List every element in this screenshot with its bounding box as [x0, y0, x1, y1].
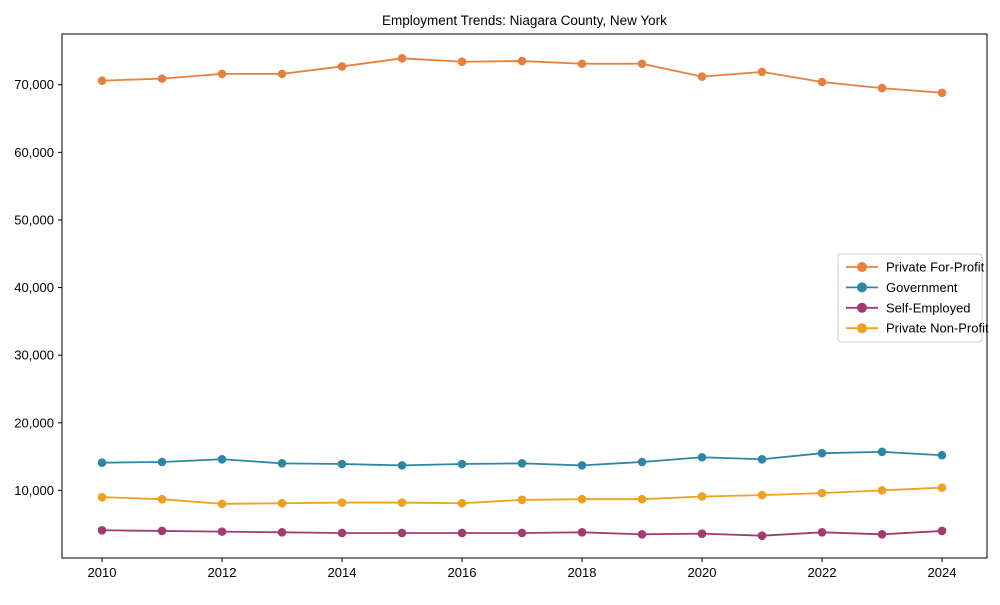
- y-tick-label: 40,000: [14, 280, 54, 295]
- data-point-self-employed: [277, 528, 287, 537]
- legend-label: Private For-Profit: [886, 260, 985, 275]
- data-point-private-non-profit: [757, 490, 767, 500]
- data-point-government: [697, 452, 707, 462]
- data-point-government: [757, 454, 767, 464]
- legend-marker: [857, 323, 867, 334]
- data-point-government: [817, 448, 827, 458]
- legend-marker: [857, 282, 867, 293]
- legend-label: Government: [886, 280, 958, 295]
- data-point-private-non-profit: [97, 492, 107, 502]
- data-point-private-non-profit: [577, 494, 587, 504]
- data-point-self-employed: [637, 530, 647, 539]
- chart-title: Employment Trends: Niagara County, New Y…: [382, 13, 667, 28]
- x-tick-label: 2016: [448, 565, 477, 580]
- x-tick-label: 2014: [328, 565, 357, 580]
- x-tick-label: 2012: [208, 565, 237, 580]
- data-point-private-non-profit: [877, 486, 887, 495]
- data-point-private-non-profit: [217, 499, 227, 509]
- data-point-self-employed: [757, 531, 767, 540]
- data-point-government: [937, 450, 947, 460]
- legend-marker: [857, 302, 867, 313]
- data-point-private-non-profit: [157, 494, 167, 504]
- y-tick-label: 60,000: [14, 145, 54, 160]
- data-point-private-for-profit: [277, 69, 287, 79]
- y-tick-label: 20,000: [14, 415, 54, 430]
- data-point-private-non-profit: [517, 495, 527, 505]
- data-point-private-for-profit: [97, 76, 107, 85]
- data-point-self-employed: [817, 528, 827, 537]
- y-tick-label: 70,000: [14, 77, 54, 92]
- data-point-private-non-profit: [697, 492, 707, 501]
- data-point-private-non-profit: [397, 498, 407, 507]
- data-point-government: [877, 447, 887, 457]
- data-point-government: [277, 459, 287, 468]
- data-point-self-employed: [217, 527, 227, 536]
- x-tick-label: 2018: [568, 565, 597, 580]
- data-point-self-employed: [577, 528, 587, 537]
- data-point-private-for-profit: [457, 57, 467, 67]
- data-point-self-employed: [697, 529, 707, 538]
- data-point-private-for-profit: [757, 67, 767, 77]
- data-point-government: [157, 457, 167, 467]
- data-point-government: [457, 459, 467, 469]
- x-tick-label: 2010: [88, 565, 117, 580]
- data-point-private-non-profit: [457, 498, 467, 508]
- data-point-self-employed: [517, 528, 527, 538]
- data-point-private-non-profit: [937, 483, 947, 492]
- data-point-private-non-profit: [817, 488, 827, 498]
- data-point-private-for-profit: [517, 56, 527, 66]
- data-point-private-for-profit: [157, 74, 167, 83]
- y-tick-label: 50,000: [14, 212, 54, 227]
- data-point-government: [97, 458, 107, 467]
- legend-label: Self-Employed: [886, 300, 971, 315]
- data-point-government: [517, 459, 527, 468]
- data-point-government: [397, 461, 407, 470]
- data-point-self-employed: [97, 525, 107, 535]
- legend-marker: [857, 262, 867, 272]
- data-point-private-for-profit: [337, 62, 347, 71]
- data-point-private-for-profit: [217, 69, 227, 79]
- legend-box: [837, 253, 983, 343]
- data-point-self-employed: [457, 528, 467, 538]
- data-point-private-non-profit: [337, 498, 347, 507]
- data-point-private-non-profit: [277, 498, 287, 508]
- y-tick-label: 30,000: [14, 348, 54, 363]
- data-point-self-employed: [157, 526, 167, 536]
- y-tick-label: 10,000: [14, 483, 54, 498]
- x-tick-label: 2022: [808, 565, 837, 580]
- data-point-government: [337, 459, 347, 469]
- data-point-private-for-profit: [397, 54, 407, 63]
- x-tick-label: 2024: [928, 565, 957, 580]
- data-point-self-employed: [337, 528, 347, 538]
- data-point-private-for-profit: [637, 59, 647, 69]
- data-point-private-for-profit: [877, 83, 887, 93]
- data-point-government: [577, 461, 587, 470]
- data-point-government: [637, 457, 647, 467]
- data-point-private-for-profit: [577, 59, 587, 69]
- legend-label: Private Non-Profit: [886, 321, 989, 336]
- plot-area: 10,000 20,000 30,000 40,000 50,000 60,000 70,0…: [14, 33, 989, 580]
- data-point-self-employed: [397, 528, 407, 538]
- data-point-private-for-profit: [697, 72, 707, 81]
- data-point-private-for-profit: [817, 77, 827, 87]
- data-point-self-employed: [877, 530, 887, 539]
- data-point-government: [217, 454, 227, 464]
- data-point-private-for-profit: [937, 88, 947, 98]
- axes-box: [61, 33, 988, 559]
- x-tick-label: 2020: [688, 565, 717, 580]
- data-point-self-employed: [937, 526, 947, 536]
- data-point-private-non-profit: [637, 494, 647, 504]
